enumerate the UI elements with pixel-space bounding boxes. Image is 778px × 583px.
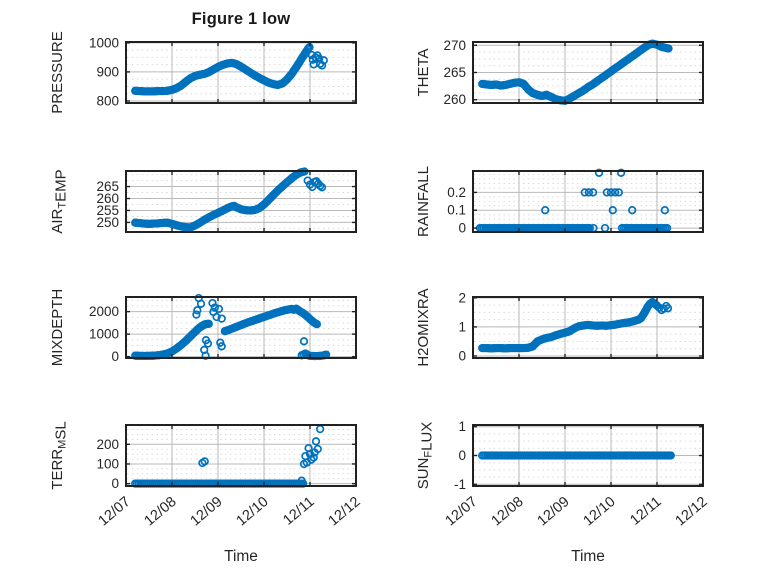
- y-tick-label: 0.2: [447, 185, 466, 200]
- x-tick-label: 12/10: [233, 494, 271, 530]
- y-tick-label: 260: [443, 92, 466, 107]
- data-points: [131, 43, 328, 96]
- subplot-mixdepth: 0 1000 2000 MIXDEPTH: [49, 289, 357, 367]
- tick-marks: [472, 42, 704, 103]
- x-tick-label: 12/07: [442, 494, 480, 530]
- x-tick-label: 12/12: [672, 494, 710, 530]
- y-tick-label: 1000: [89, 35, 119, 50]
- y-tick-label: 200: [96, 437, 119, 452]
- y-tick-label: 250: [96, 215, 119, 230]
- y-axis-label-h2omixra: H2OMIXRA: [415, 288, 432, 366]
- y-tick-label: 0: [111, 349, 119, 364]
- plot-area: [126, 425, 356, 486]
- y-tick-label: 265: [96, 179, 119, 194]
- tick-marks: [125, 171, 357, 232]
- subplot-rainfall: 0 0.1 0.2 RAINFALL: [415, 166, 704, 237]
- subplot-h2omixra: 0 1 2 H2OMIXRA: [415, 288, 704, 367]
- minor-grid: [127, 174, 355, 229]
- y-tick-label: 260: [96, 191, 119, 206]
- subplot-theta: 260 265 270 THETA: [415, 38, 704, 107]
- y-tick-label: 0: [458, 348, 466, 363]
- figure-title: Figure 1 low: [191, 10, 291, 28]
- y-axis-label-mixdepth: MIXDEPTH: [49, 289, 66, 367]
- minor-grid: [474, 174, 702, 225]
- y-axis-label-terr_msl: TERRMSL: [49, 421, 70, 489]
- subplot-pressure: 800 900 1000 PRESSURE: [49, 31, 357, 114]
- y-tick-label: 0.1: [447, 203, 466, 218]
- x-tick-label: 12/11: [627, 494, 664, 529]
- y-tick-label: 100: [96, 456, 119, 471]
- x-tick-label: 12/08: [488, 494, 526, 530]
- y-tick-label: 265: [443, 65, 466, 80]
- minor-grid: [474, 433, 702, 478]
- subplot-terr_msl: 0 100 200 TERRMSL 12/07 12/08 12/09 12/10 12/11 1…: [49, 421, 364, 529]
- y-tick-label: 0: [458, 448, 466, 463]
- minor-grid: [127, 429, 355, 480]
- data-points: [131, 167, 327, 232]
- y-tick-label: 1000: [89, 327, 119, 342]
- x-axis-label-right: Time: [571, 548, 605, 565]
- y-tick-label: 2: [458, 290, 466, 305]
- x-tick-label: 12/08: [141, 494, 179, 530]
- x-tick-label: 12/10: [580, 494, 618, 530]
- tick-marks: [472, 171, 704, 232]
- x-tick-label: 12/09: [534, 494, 572, 530]
- y-tick-label: 255: [96, 203, 119, 218]
- subplot-sun_flux: -1 0 1 SUNFLUX 12/07 12/08 12/09 12/10 12/11 12/1…: [415, 419, 711, 529]
- y-axis-label-theta: THETA: [415, 48, 432, 96]
- data-points: [478, 298, 673, 353]
- x-tick-label: 12/07: [95, 494, 133, 530]
- tick-marks: [125, 42, 357, 103]
- plot-box: [125, 424, 357, 487]
- y-tick-label: 1: [458, 419, 466, 434]
- y-axis-label-pressure: PRESSURE: [49, 31, 66, 114]
- y-tick-label: 800: [96, 93, 119, 108]
- x-tick-label: 12/09: [187, 494, 225, 530]
- minor-grid: [474, 304, 702, 350]
- plot-box: [472, 170, 704, 233]
- x-tick-label: 12/12: [325, 494, 363, 530]
- plot-box: [125, 170, 357, 233]
- tick-marks: [125, 425, 357, 486]
- y-axis-label-rainfall: RAINFALL: [415, 166, 432, 237]
- plot-box: [125, 296, 357, 359]
- y-tick-label: 270: [443, 38, 466, 53]
- tick-marks: [125, 297, 357, 358]
- data-points: [475, 168, 672, 233]
- y-axis-label-air_temp: AIRTEMP: [49, 169, 70, 233]
- y-tick-label: 0: [111, 476, 119, 491]
- y-tick-label: 2000: [89, 304, 119, 319]
- tick-marks: [472, 297, 704, 358]
- y-tick-label: 900: [96, 64, 119, 79]
- y-tick-label: 1: [458, 319, 466, 334]
- data-points: [478, 451, 675, 460]
- y-tick-label: -1: [454, 477, 466, 492]
- tick-marks: [472, 425, 704, 486]
- x-tick-label: 12/11: [280, 494, 317, 529]
- y-tick-label: 0: [458, 221, 466, 236]
- y-axis-label-sun_flux: SUNFLUX: [415, 422, 436, 490]
- x-axis-label-left: Time: [224, 548, 258, 565]
